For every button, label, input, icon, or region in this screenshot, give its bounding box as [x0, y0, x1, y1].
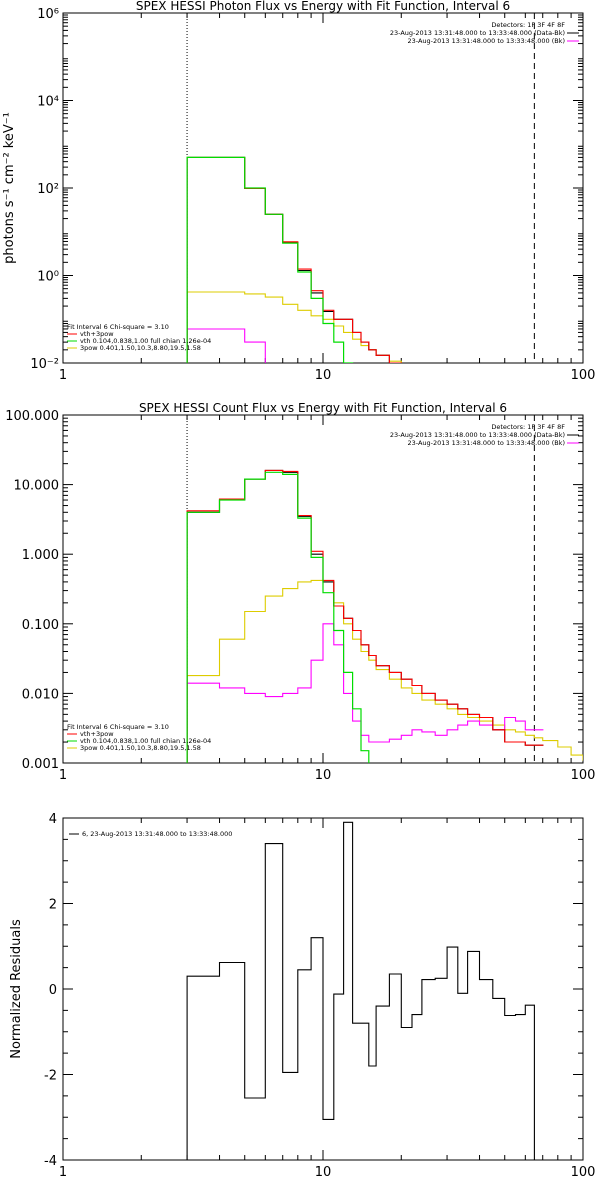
series-3pow-line — [186, 291, 402, 363]
legend-fit-entry: 3pow 0.401,1.50,10.3,8.80,19.5,1.58 — [80, 344, 201, 352]
legend-fit-entry: vth+3pow — [80, 730, 114, 738]
x-tick-label: 100 — [571, 1165, 596, 1180]
y-tick-label: -4 — [44, 1154, 57, 1169]
y-tick-label: 4 — [49, 812, 57, 827]
series-group — [186, 156, 402, 363]
y-tick-label: 10⁶ — [37, 7, 59, 22]
panel-2: SPEX HESSI Count Flux vs Energy with Fit… — [5, 401, 595, 783]
series-6-line — [186, 821, 544, 1160]
series-vth-3pow-line — [186, 469, 544, 763]
legend-fit-entry: vth 0.104,0.838,1.00 full chian 1.26e-04 — [80, 337, 211, 345]
y-tick-label: 1.000 — [22, 548, 59, 563]
y-tick-label: 100.000 — [5, 409, 59, 424]
series-data-line — [186, 156, 402, 363]
legend-detectors: Detectors: 1F 3F 4F 8F — [491, 21, 565, 29]
legend-data-entry: 23-Aug-2013 13:31:48.000 to 13:33:48.000… — [390, 431, 565, 439]
y-axis-label: Normalized Residuals — [9, 919, 24, 1059]
panel-3: 1 10 100 -4 -2 0 2 4 Normalized Residuals 6, 23-A… — [9, 812, 595, 1180]
series-group — [186, 821, 544, 1160]
x-tick-label: 100 — [571, 768, 596, 783]
x-tick-label: 1 — [59, 768, 67, 783]
legend-fit-entry: vth 0.104,0.838,1.00 full chian 1.26e-04 — [80, 737, 211, 745]
y-tick-label: 10⁴ — [37, 95, 59, 110]
y-tick-label: 0 — [49, 983, 57, 998]
series-vth-line — [186, 156, 354, 363]
legend-data-entry: 23-Aug-2013 13:31:48.000 to 13:33:48.000… — [390, 29, 565, 37]
series-3pow-line — [186, 579, 583, 763]
panel-1: SPEX HESSI Photon Flux vs Energy with Fi… — [2, 0, 596, 383]
series-vth-3pow-line — [186, 156, 402, 363]
x-tick-label: 10 — [315, 368, 332, 383]
legend-detectors: Detectors: 1F 3F 4F 8F — [491, 423, 565, 431]
y-tick-label: 10⁰ — [37, 270, 59, 285]
y-axis-label: photons s⁻¹ cm⁻² keV⁻¹ — [2, 112, 17, 264]
x-tick-label: 10 — [315, 768, 332, 783]
x-tick-label: 1 — [59, 368, 67, 383]
y-tick-label: 10.000 — [14, 479, 60, 494]
series-vth-line — [186, 471, 370, 763]
chart-title: SPEX HESSI Photon Flux vs Energy with Fi… — [136, 0, 510, 13]
legend-residual-entry: 6, 23-Aug-2013 13:31:48.000 to 13:33:48.… — [82, 830, 232, 838]
y-tick-label: 2 — [49, 898, 57, 913]
legend-bk-entry: 23-Aug-2013 13:31:48.000 to 13:33:48.000… — [408, 439, 565, 447]
legend-fit-interval: Fit Interval 6 Chi-square = 3.10 — [67, 723, 169, 731]
x-tick-label: 10 — [315, 1165, 332, 1180]
x-tick-label: 100 — [571, 368, 596, 383]
y-tick-label: 0.001 — [22, 757, 59, 772]
chart-title: SPEX HESSI Count Flux vs Energy with Fit… — [139, 401, 507, 415]
series-group — [186, 469, 583, 763]
x-tick-label: 1 — [59, 1165, 67, 1180]
legend-bk-entry: 23-Aug-2013 13:31:48.000 to 13:33:48.000… — [408, 37, 565, 45]
y-tick-label: 0.010 — [22, 687, 59, 702]
y-tick-label: 10⁻² — [30, 357, 59, 372]
y-tick-label: 0.100 — [22, 618, 59, 633]
legend-fit-entry: vth+3pow — [80, 330, 114, 338]
y-tick-label: -2 — [44, 1069, 57, 1084]
legend-fit-interval: Fit Interval 6 Chi-square = 3.10 — [67, 323, 169, 331]
legend-fit-entry: 3pow 0.401,1.50,10.3,8.80,19.5,1.58 — [80, 744, 201, 752]
y-tick-label: 10² — [37, 182, 59, 197]
